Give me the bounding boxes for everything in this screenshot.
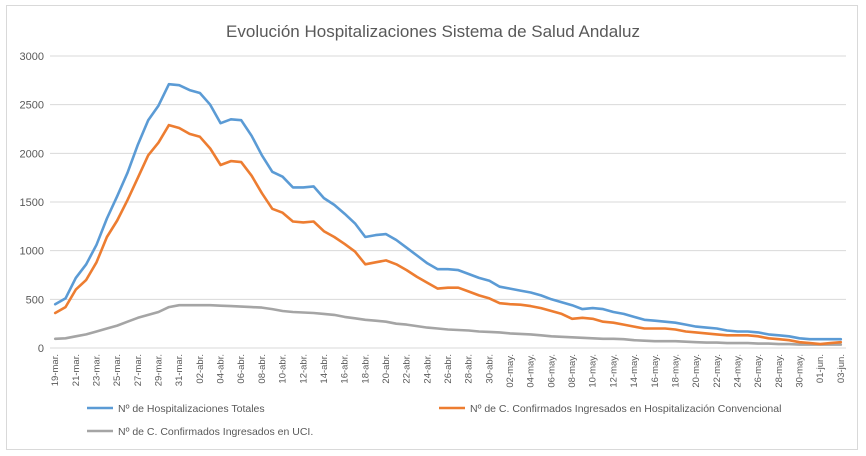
x-tick-label: 20-may. <box>691 354 702 388</box>
y-tick-label: 1500 <box>20 197 44 209</box>
legend-label: Nº de Hospitalizaciones Totales <box>118 403 265 415</box>
x-tick-label: 06-abr. <box>236 354 247 384</box>
x-tick-label: 22-may. <box>712 354 723 388</box>
series-line-2 <box>53 123 843 346</box>
x-tick-label: 30-may. <box>794 354 805 388</box>
gridlines <box>50 55 846 349</box>
x-tick-label: 23-mar. <box>92 354 103 386</box>
x-tick-label: 26-may. <box>753 354 764 388</box>
x-tick-label: 31-mar. <box>174 354 185 386</box>
x-tick-label: 08-may. <box>567 354 578 388</box>
x-tick-label: 01-jun. <box>815 354 826 383</box>
x-tick-label: 21-mar. <box>71 354 82 386</box>
x-tick-label: 22-abr. <box>402 354 413 384</box>
x-tick-label: 18-may. <box>670 354 681 388</box>
x-tick-label: 26-abr. <box>443 354 454 384</box>
x-tick-label: 24-abr. <box>422 354 433 384</box>
x-tick-label: 30-abr. <box>484 354 495 384</box>
legend: Nº de Hospitalizaciones Totales Nº de C. … <box>87 403 781 438</box>
x-tick-label: 28-abr. <box>464 354 475 384</box>
y-tick-label: 0 <box>38 343 44 355</box>
x-tick-label: 08-abr. <box>257 354 268 384</box>
x-tick-label: 14-abr. <box>319 354 330 384</box>
x-tick-label: 02-may. <box>505 354 516 388</box>
x-tick-label: 03-jun. <box>836 354 847 383</box>
y-tick-label: 3000 <box>20 51 44 63</box>
x-tick-label: 16-abr. <box>340 354 351 384</box>
x-tick-label: 18-abr. <box>360 354 371 384</box>
x-tick-label: 10-may. <box>588 354 599 388</box>
x-tick-label: 16-may. <box>650 354 661 388</box>
series-lines <box>53 82 843 346</box>
x-tick-label: 24-may. <box>732 354 743 388</box>
legend-label: Nº de C. Confirmados Ingresados en UCI. <box>118 426 313 438</box>
x-tick-label: 10-abr. <box>278 354 289 384</box>
x-tick-label: 25-mar. <box>112 354 123 386</box>
y-tick-label: 2500 <box>20 100 44 112</box>
x-tick-label: 04-abr. <box>216 354 227 384</box>
x-tick-label: 19-mar. <box>50 354 61 386</box>
x-tick-label: 28-may. <box>774 354 785 388</box>
x-tick-label: 14-may. <box>629 354 640 388</box>
line-chart: Evolución Hospitalizaciones Sistema de S… <box>20 22 847 438</box>
x-tick-label: 12-abr. <box>298 354 309 384</box>
y-tick-label: 2000 <box>20 148 44 160</box>
x-tick-label: 04-may. <box>526 354 537 388</box>
chart-frame: Evolución Hospitalizaciones Sistema de S… <box>6 5 858 450</box>
legend-label: Nº de C. Confirmados Ingresados en Hospi… <box>470 403 781 415</box>
x-tick-label: 20-abr. <box>381 354 392 384</box>
x-tick-label: 02-abr. <box>195 354 206 384</box>
y-tick-label: 500 <box>26 294 44 306</box>
y-tick-label: 1000 <box>20 246 44 258</box>
x-tick-label: 27-mar. <box>133 354 144 386</box>
x-tick-label: 12-may. <box>608 354 619 388</box>
x-tick-label: 29-mar. <box>154 354 165 386</box>
x-axis-ticks: 19-mar. 21-mar. 23-mar. 25-mar. 27-mar. 29-ma… <box>50 354 847 388</box>
chart-title: Evolución Hospitalizaciones Sistema de S… <box>226 22 640 41</box>
series-line-1 <box>53 82 843 341</box>
series-line-3 <box>53 303 843 346</box>
x-tick-label: 06-may. <box>546 354 557 388</box>
y-axis-ticks: 0 500 1000 1500 2000 2500 3000 <box>20 51 44 355</box>
